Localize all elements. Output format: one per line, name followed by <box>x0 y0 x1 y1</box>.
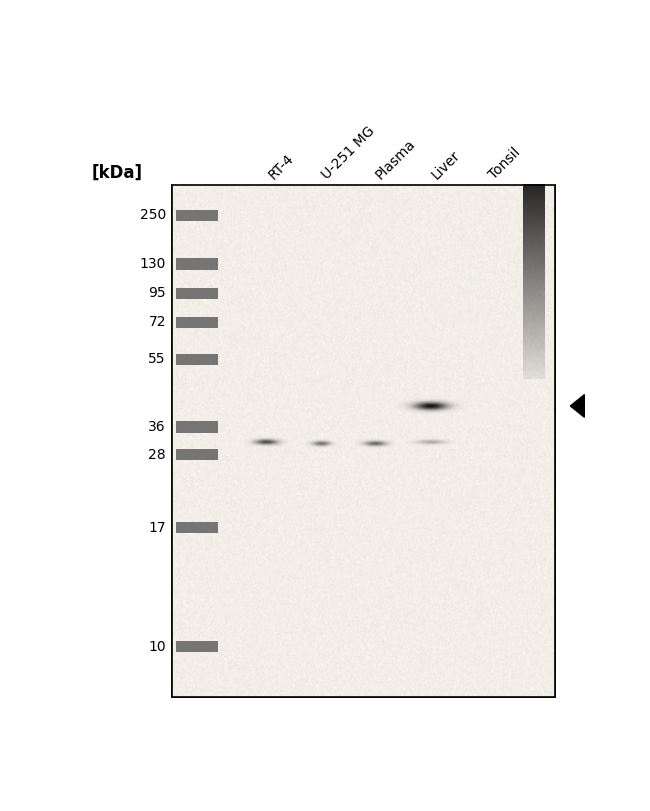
Bar <box>176 288 218 299</box>
Text: 36: 36 <box>148 420 166 434</box>
Polygon shape <box>571 395 584 418</box>
Bar <box>176 317 218 328</box>
Bar <box>176 641 218 652</box>
Bar <box>172 185 555 697</box>
Text: 95: 95 <box>148 286 166 300</box>
Bar <box>176 354 218 365</box>
Text: 72: 72 <box>148 315 166 329</box>
Text: Plasma: Plasma <box>373 136 418 182</box>
Text: 130: 130 <box>140 257 166 271</box>
Bar <box>176 210 218 221</box>
Text: Tonsil: Tonsil <box>486 144 523 182</box>
Bar <box>176 449 218 460</box>
Text: 10: 10 <box>148 640 166 654</box>
Text: 17: 17 <box>148 521 166 534</box>
Text: Liver: Liver <box>428 148 462 182</box>
Text: 28: 28 <box>148 448 166 461</box>
Text: RT-4: RT-4 <box>266 151 296 182</box>
Bar <box>176 522 218 534</box>
Text: [kDa]: [kDa] <box>91 164 142 182</box>
Bar <box>176 259 218 270</box>
Text: 250: 250 <box>140 208 166 222</box>
Bar <box>176 422 218 432</box>
Text: 55: 55 <box>148 352 166 367</box>
Bar <box>172 185 555 697</box>
Text: U-251 MG: U-251 MG <box>319 123 378 182</box>
